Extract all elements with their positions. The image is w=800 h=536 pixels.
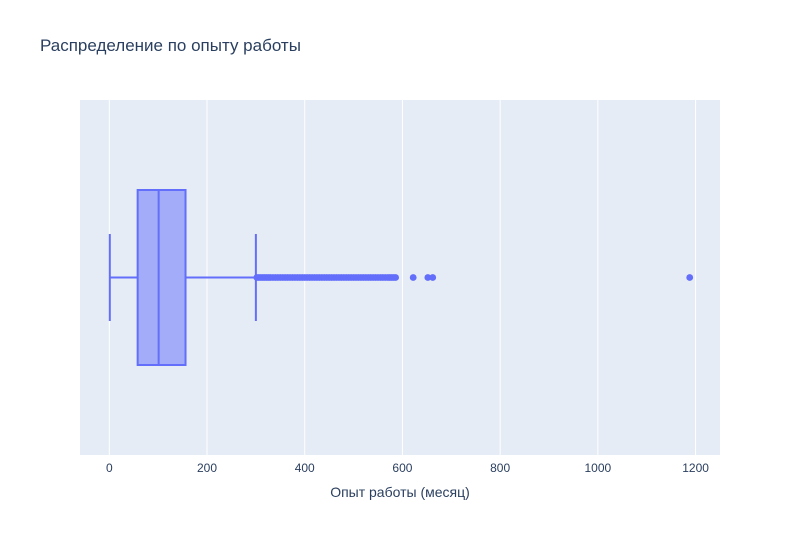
outlier-point: [392, 274, 400, 281]
x-tick-label: 400: [295, 461, 315, 475]
outlier-points[interactable]: [253, 274, 694, 281]
x-tick-label: 1000: [585, 461, 612, 475]
outlier-point: [686, 274, 694, 281]
chart-title: Распределение по опыту работы: [40, 36, 301, 55]
outlier-point: [424, 274, 432, 281]
outlier-point: [429, 274, 437, 281]
outlier-point: [409, 274, 417, 281]
x-tick-label: 200: [197, 461, 217, 475]
x-tick-label: 600: [392, 461, 412, 475]
x-axis-ticks: 0 200 400 600 800 1000 1200: [106, 461, 709, 475]
x-tick-label: 1200: [682, 461, 709, 475]
x-tick-label: 800: [490, 461, 510, 475]
iqr-box: [136, 189, 187, 366]
x-axis-title: Опыт работы (месяц): [330, 484, 470, 500]
x-tick-label: 0: [106, 461, 113, 475]
